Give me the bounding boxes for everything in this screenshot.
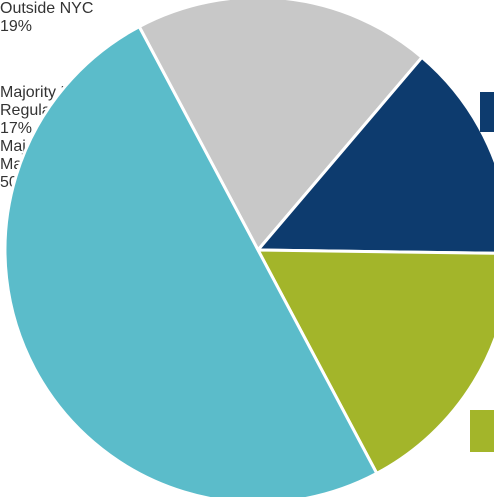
category-label: 100% NYC Rent Regulated <box>0 36 98 68</box>
value-label: 17% <box>0 120 33 137</box>
pie-slice <box>137 0 425 253</box>
value-label: 14% <box>0 68 29 84</box>
value-label: 19% <box>0 18 33 35</box>
pie-slice <box>255 248 494 476</box>
pie-slice <box>254 55 494 255</box>
slice-label: Outside NYC 19% <box>0 0 150 36</box>
legend-swatch <box>470 410 494 452</box>
category-label: Outside NYC <box>0 0 94 17</box>
legend-swatch <box>480 92 494 132</box>
slice-label: 100% NYC Rent Regulated 14% <box>0 36 100 84</box>
pie-slice <box>3 24 379 497</box>
